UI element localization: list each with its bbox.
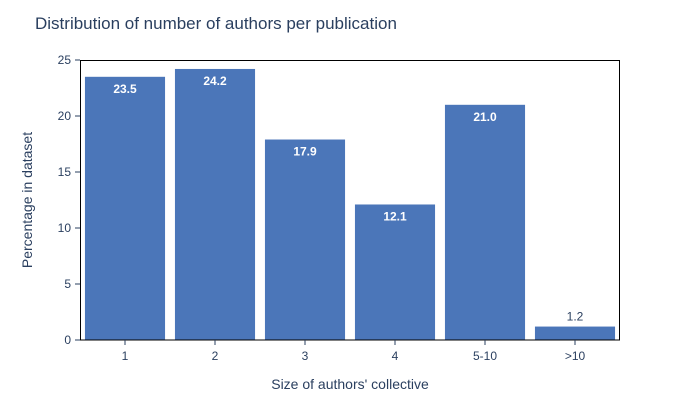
data-label-5-10: 21.0 [473, 110, 497, 124]
data-label-3: 17.9 [293, 145, 317, 159]
bar->10 [534, 326, 616, 340]
x-axis: 1 2 3 4 5-10 >10 [122, 340, 586, 363]
y-tick-label: 20 [58, 109, 72, 123]
chart-title: Distribution of number of authors per pu… [35, 14, 397, 33]
data-label->10: 1.2 [567, 310, 584, 324]
x-tick-label: 1 [122, 349, 129, 363]
plot-frame [80, 60, 620, 341]
y-tick-label: 10 [58, 221, 72, 235]
y-tick-label: 25 [58, 53, 72, 67]
bar-5-10 [444, 104, 526, 340]
x-tick-label: 4 [392, 349, 399, 363]
x-tick-label: 2 [212, 349, 219, 363]
y-tick-label: 5 [64, 277, 71, 291]
bar-1 [84, 76, 166, 341]
y-tick-label: 0 [64, 333, 71, 347]
x-tick-label: 3 [302, 349, 309, 363]
x-axis-title: Size of authors' collective [271, 376, 429, 392]
data-label-4: 12.1 [383, 209, 407, 223]
plot-area: 23.5 24.2 17.9 12.1 21.0 1.2 [80, 60, 620, 341]
x-tick-label: >10 [565, 349, 586, 363]
y-axis-title: Percentage in dataset [19, 132, 35, 268]
bar-2 [174, 68, 256, 341]
bar-3 [264, 139, 346, 340]
data-label-1: 23.5 [113, 82, 137, 96]
y-axis: 0 5 10 15 20 25 [58, 53, 80, 347]
x-tick-label: 5-10 [473, 349, 497, 363]
bar-4 [354, 204, 436, 340]
y-tick-label: 15 [58, 165, 72, 179]
data-label-2: 24.2 [203, 74, 227, 88]
